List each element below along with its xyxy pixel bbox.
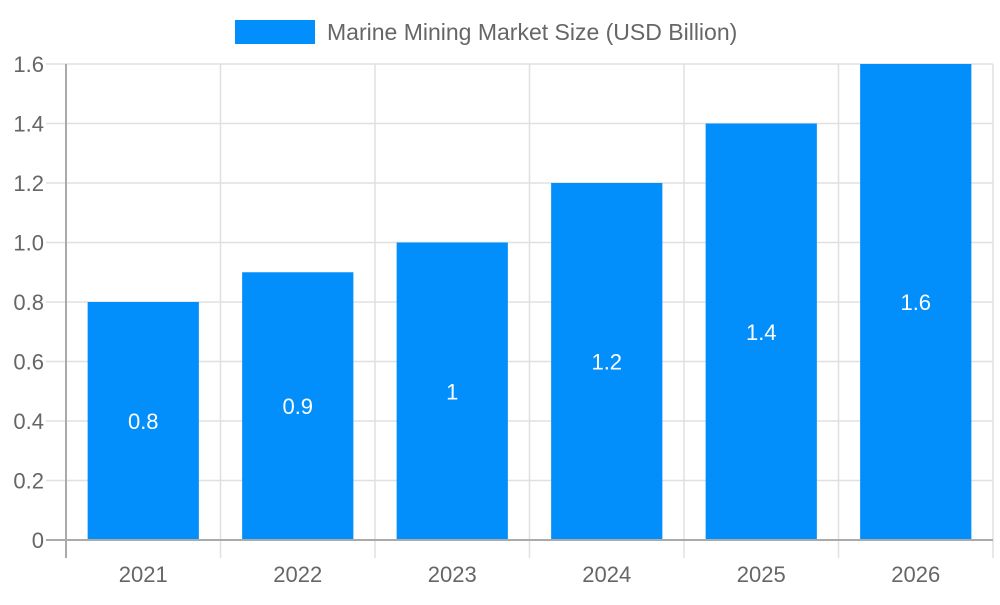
x-tick-label: 2021 [119,562,168,587]
y-tick-label: 1.4 [13,112,44,137]
bar [705,123,817,540]
data-label: 1.2 [591,350,622,375]
x-tick-label: 2022 [273,562,322,587]
x-tick-label: 2026 [891,562,940,587]
data-label: 1 [446,379,458,404]
legend-swatch [235,20,315,44]
y-tick-label: 0.6 [13,350,44,375]
data-label: 1.4 [746,320,777,345]
y-tick-label: 1.6 [13,52,44,77]
data-label: 0.8 [128,409,159,434]
y-tick-label: 0.2 [13,469,44,494]
bar [396,242,508,540]
y-tick-label: 0 [32,528,44,553]
y-tick-label: 0.8 [13,290,44,315]
data-label: 0.9 [282,394,313,419]
bar [242,272,354,540]
legend-label: Marine Mining Market Size (USD Billion) [327,19,737,45]
y-tick-label: 0.4 [13,409,44,434]
bar [860,64,972,540]
axes: 0 0.2 0.4 0.6 0.8 1.0 1.2 1.4 1.6 2021 2022 2023 202… [13,52,993,587]
y-tick-label: 1.0 [13,231,44,256]
bars: 0.8 0.9 1 1.2 1.4 1.6 [87,64,972,540]
grid [46,63,994,558]
x-tick-label: 2024 [582,562,631,587]
bar [551,183,663,540]
x-tick-label: 2025 [737,562,786,587]
x-tick-label: 2023 [428,562,477,587]
legend[interactable]: Marine Mining Market Size (USD Billion) [235,19,737,45]
y-tick-label: 1.2 [13,171,44,196]
bar [87,302,199,540]
data-label: 1.6 [900,290,931,315]
